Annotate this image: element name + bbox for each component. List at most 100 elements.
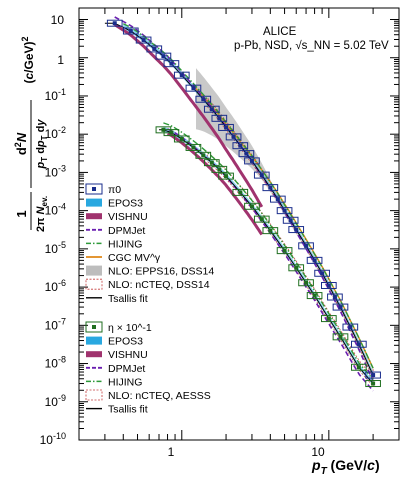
pi0-syst-box	[185, 84, 202, 92]
legend-swatch-epos3	[86, 336, 102, 345]
eta-syst-box	[276, 247, 293, 255]
eta-syst-box	[262, 227, 279, 235]
eta-marker	[179, 136, 184, 141]
pi0-syst-box	[342, 323, 359, 331]
eta-marker	[238, 190, 243, 195]
svg-text:pT dpT dy: pT dpT dy	[35, 119, 49, 170]
y-tick-label: 10-10	[40, 431, 66, 447]
y-tick-label-10: 10	[51, 13, 65, 27]
pi0-syst-box	[218, 123, 234, 131]
pi0-marker	[282, 208, 287, 213]
eta-syst-box	[253, 215, 270, 223]
legend-label: HIJING	[108, 376, 142, 388]
legend-label: DPMJet	[108, 225, 145, 237]
pi0-marker	[152, 46, 157, 51]
pi0-syst-box	[173, 71, 190, 79]
pi0-marker	[259, 173, 264, 178]
eta-marker	[326, 316, 331, 321]
legend-marker-eta	[85, 321, 103, 333]
eta-marker	[217, 167, 222, 172]
pi0-syst-box	[238, 150, 255, 158]
pi0-syst-box	[282, 216, 299, 224]
eta-syst-box	[332, 333, 349, 341]
eta-marker	[191, 145, 196, 150]
pi0-marker	[169, 61, 174, 66]
model-bands	[123, 24, 374, 388]
eta-syst-box	[218, 172, 234, 180]
eta-syst-box	[195, 151, 212, 159]
pi0-syst-box	[244, 157, 260, 165]
pi0-marker	[320, 271, 325, 276]
svg-text:pT (GeV/c): pT (GeV/c)	[311, 457, 380, 477]
svg-text:(c/GeV)2: (c/GeV)2	[20, 36, 36, 83]
legend-label: Tsallis fit	[108, 404, 148, 416]
eta-marker	[371, 381, 376, 386]
legend-marker-dot-pi0	[92, 187, 96, 191]
pi0-syst-box	[106, 19, 123, 27]
pi0-syst-box	[232, 142, 249, 150]
pi0-marker	[201, 97, 206, 102]
eta-marker	[304, 280, 309, 285]
pi0-marker	[338, 305, 343, 310]
pi0-syst-box	[262, 184, 279, 192]
pi0-syst-box	[203, 105, 220, 113]
y-tick-label: 10-5	[45, 240, 66, 256]
pi0-marker	[312, 258, 317, 263]
legend-label: η × 10^-1	[108, 322, 152, 334]
y-axis-title: 1 2π Nev. d2N pT dpT dy (c/GeV)2	[13, 36, 49, 232]
pi0-marker	[294, 227, 299, 232]
pi0-marker	[356, 342, 361, 347]
eta-syst-box	[211, 165, 228, 173]
pi0-marker	[304, 243, 309, 248]
pi0-syst-box	[327, 293, 343, 301]
pi0-marker	[371, 373, 376, 378]
pi0-syst-box	[320, 282, 337, 290]
legend-label: EPOS3	[108, 336, 143, 348]
pi0-syst-box	[163, 60, 180, 68]
pi0-marker	[268, 185, 273, 190]
pi0-marker	[332, 295, 337, 300]
pi0-syst-box	[225, 133, 242, 141]
pi0-marker	[249, 158, 254, 163]
legend-label: NLO: EPPS16, DSS14	[108, 266, 214, 278]
legend-swatch-nlo-ncteq	[85, 278, 103, 290]
y-tick-label: 10-6	[45, 278, 66, 294]
legend-label: HIJING	[108, 238, 142, 250]
legend-marker-dot-eta	[92, 325, 96, 329]
eta-marker	[249, 204, 254, 209]
pi0-syst-box	[314, 269, 330, 277]
pi0-marker	[348, 325, 353, 330]
eta-syst-box	[163, 129, 180, 137]
plot-frame	[78, 7, 400, 441]
legend-label: CGC MV^γ	[108, 252, 161, 264]
y-tick-label: 10-2	[45, 125, 66, 141]
eta-syst-box	[244, 202, 260, 210]
y-tick-label: 10-9	[45, 393, 66, 409]
pi0-marker	[179, 73, 184, 78]
legend-label: VISHNU	[108, 211, 148, 223]
eta-marker	[224, 174, 229, 179]
legend-label: NLO: nCTEQ, DSS14	[108, 279, 210, 291]
y-tick-label: 10-1	[45, 87, 66, 103]
dpmjet-curve-eta	[167, 128, 374, 392]
eta-marker	[338, 334, 343, 339]
pi0-syst-box	[351, 340, 367, 348]
eta-syst-box	[173, 135, 190, 143]
y-tick-label: 10-8	[45, 355, 66, 371]
pi0-syst-box	[155, 52, 172, 60]
legend-swatch-nlo-ncteq	[85, 389, 103, 401]
y-tick-label-1: 1	[57, 53, 64, 67]
pi0-marker	[224, 125, 229, 130]
pi0-syst-box	[135, 36, 152, 44]
eta-syst-box	[185, 143, 202, 151]
eta-marker	[282, 248, 287, 253]
pi0-marker	[191, 86, 196, 91]
pi0-syst-box	[365, 371, 381, 379]
eta-syst-box	[203, 159, 220, 167]
pi0-marker	[275, 197, 280, 202]
eta-syst-box	[320, 315, 337, 323]
eta-syst-box	[288, 264, 305, 272]
pi0-syst-box	[306, 256, 323, 264]
svg-text:1: 1	[14, 210, 29, 217]
